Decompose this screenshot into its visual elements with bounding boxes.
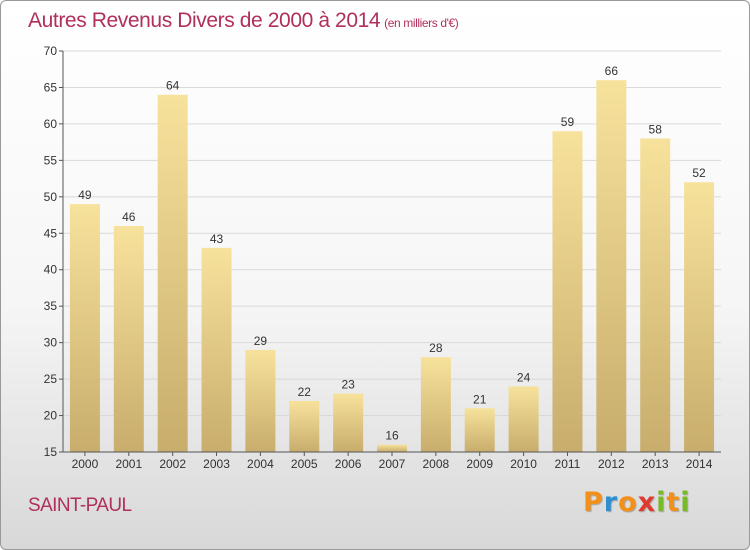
bar-2006 [333, 393, 364, 452]
data-label-2014: 52 [692, 166, 706, 180]
data-label-2013: 58 [649, 122, 663, 136]
bar-2005 [289, 400, 320, 452]
axes: 15 20 25 30 35 40 45 50 55 60 65 70 2000 2001 2002 2003… [44, 44, 721, 471]
brand-letter: i [680, 487, 691, 518]
y-tick-label: 60 [44, 117, 58, 131]
x-tick-label-2011: 2011 [555, 457, 581, 471]
brand-logo: Proxiti [583, 487, 691, 518]
x-tick-label-2006: 2006 [335, 457, 362, 471]
data-label-2002: 64 [166, 79, 180, 93]
x-tick-label-2004: 2004 [247, 457, 274, 471]
bar-2001 [113, 225, 144, 452]
data-label-2006: 23 [341, 378, 355, 392]
x-tick-label-2014: 2014 [686, 457, 713, 471]
y-tick-label: 35 [44, 299, 58, 313]
brand-letter: o [618, 487, 638, 518]
bar-2013 [640, 138, 671, 452]
bar-2008 [420, 357, 451, 452]
data-label-2012: 66 [605, 64, 619, 78]
y-tick-label: 20 [44, 409, 58, 423]
brand-letter: x [637, 487, 657, 518]
x-tick-label-2012: 2012 [598, 457, 625, 471]
bar-2007 [377, 444, 407, 452]
brand-letter: t [666, 487, 681, 518]
location-name: SAINT-PAUL [28, 495, 132, 516]
data-label-2004: 29 [254, 334, 268, 348]
bar-2004 [245, 349, 276, 452]
bar-2014 [684, 182, 715, 452]
bar-2003 [201, 247, 232, 452]
chart-subtitle: (en milliers d'€) [384, 16, 459, 30]
bar-2009 [464, 408, 495, 452]
chart-title-main: Autres Revenus Divers de 2000 à 2014 [28, 9, 381, 32]
bar-2012 [596, 80, 627, 452]
y-tick-label: 25 [44, 372, 58, 386]
brand-letter: r [603, 487, 619, 518]
x-tick-label-2003: 2003 [203, 457, 230, 471]
y-tick-label: 65 [44, 80, 58, 94]
y-tick-label: 55 [44, 153, 58, 167]
chart-title: Autres Revenus Divers de 2000 à 2014 (en … [28, 9, 459, 33]
y-tick-label: 45 [44, 226, 58, 240]
x-tick-label-2002: 2002 [159, 457, 186, 471]
data-label-2010: 24 [517, 370, 531, 384]
x-tick-label-2001: 2001 [115, 457, 142, 471]
x-tick-label-2013: 2013 [642, 457, 669, 471]
y-tick-label: 50 [44, 190, 58, 204]
data-label-2009: 21 [473, 392, 487, 406]
data-label-2008: 28 [429, 341, 443, 355]
x-tick-label-2008: 2008 [423, 457, 450, 471]
data-label-2000: 49 [78, 188, 92, 202]
data-label-2011: 59 [561, 115, 575, 129]
bar-2000 [69, 204, 100, 452]
y-tick-label: 30 [44, 336, 58, 350]
x-tick-label-2007: 2007 [379, 457, 406, 471]
data-label-2001: 46 [122, 210, 136, 224]
bars [69, 80, 715, 452]
y-tick-label: 15 [44, 445, 58, 459]
x-tick-label-2000: 2000 [72, 457, 99, 471]
bar-2010 [508, 386, 539, 452]
data-label-2005: 22 [298, 385, 312, 399]
bar-2011 [552, 131, 583, 452]
data-labels: 49 46 64 43 29 22 23 16 28 21 24 59 66 58 52 [78, 64, 706, 443]
data-label-2003: 43 [210, 232, 224, 246]
bar-2002 [157, 94, 188, 452]
y-tick-label: 40 [44, 263, 58, 277]
brand-letter: P [583, 487, 604, 518]
data-label-2007: 16 [385, 429, 399, 443]
x-tick-label-2005: 2005 [291, 457, 318, 471]
brand-letter: i [656, 487, 667, 518]
x-tick-label-2009: 2009 [466, 457, 493, 471]
y-tick-label: 70 [44, 44, 58, 58]
x-tick-label-2010: 2010 [510, 457, 537, 471]
